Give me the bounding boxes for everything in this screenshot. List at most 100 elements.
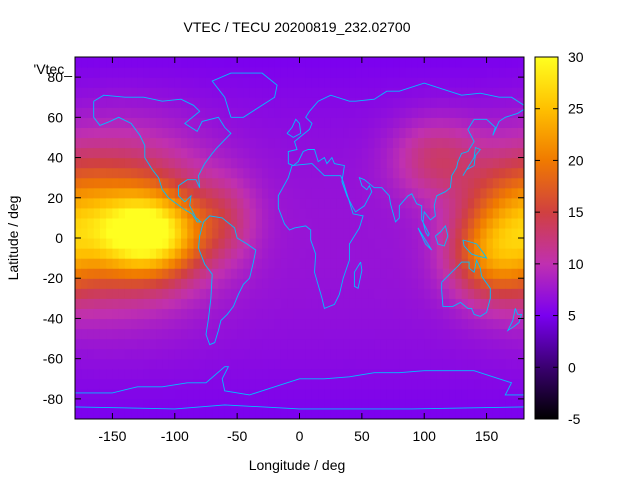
heatmap-cell: [417, 67, 425, 78]
heatmap-cell: [480, 358, 488, 370]
heatmap-cell: [499, 328, 506, 340]
heatmap-cell: [361, 248, 369, 259]
heatmap-cell: [212, 288, 220, 299]
heatmap-cell: [156, 258, 163, 269]
heatmap-cell: [424, 87, 432, 98]
heatmap-cell: [199, 288, 207, 299]
heatmap-cell: [355, 77, 363, 88]
heatmap-cell: [461, 328, 469, 340]
heatmap-cell: [137, 318, 145, 330]
heatmap-cell: [486, 207, 494, 219]
heatmap-cell: [436, 328, 444, 340]
heatmap-cell: [299, 127, 307, 139]
heatmap-cell: [106, 227, 114, 239]
heatmap-cell: [255, 67, 263, 78]
heatmap-cell: [280, 87, 288, 98]
heatmap-cell: [205, 278, 213, 289]
heatmap-cell: [324, 378, 332, 390]
heatmap-cell: [311, 87, 319, 98]
heatmap-cell: [181, 338, 188, 350]
heatmap-cell: [324, 258, 332, 269]
heatmap-cell: [205, 97, 213, 108]
heatmap-cell: [505, 67, 513, 78]
heatmap-cell: [137, 368, 145, 380]
heatmap-cell: [324, 117, 332, 128]
heatmap-cell: [449, 408, 457, 419]
heatmap-cell: [355, 288, 363, 299]
heatmap-cell: [143, 167, 151, 179]
heatmap-cell: [199, 248, 207, 259]
heatmap-cell: [212, 167, 220, 179]
heatmap-cell: [324, 368, 332, 380]
heatmap-cell: [149, 278, 157, 289]
heatmap-cell: [455, 368, 463, 380]
heatmap-cell: [118, 328, 126, 340]
heatmap-cell: [99, 388, 107, 400]
heatmap-cell: [480, 268, 488, 279]
heatmap-cell: [243, 207, 251, 219]
heatmap-cell: [124, 338, 132, 350]
heatmap-cell: [436, 67, 444, 78]
coastline: [198, 215, 257, 346]
heatmap-cell: [218, 348, 226, 360]
heatmap-cell: [87, 67, 95, 78]
heatmap-cell: [455, 408, 463, 419]
heatmap-cell: [131, 207, 138, 219]
heatmap-cell: [499, 278, 506, 289]
heatmap-cell: [99, 217, 107, 229]
heatmap-cell: [255, 368, 263, 380]
heatmap-cell: [330, 368, 338, 380]
heatmap-cell: [124, 227, 132, 239]
heatmap-cell: [149, 197, 157, 209]
heatmap-cell: [368, 117, 375, 128]
heatmap-cell: [262, 217, 269, 229]
heatmap-cell: [455, 77, 463, 88]
heatmap-cell: [511, 248, 519, 259]
heatmap-cell: [436, 197, 444, 209]
heatmap-cell: [187, 358, 195, 370]
heatmap-cell: [205, 107, 213, 118]
heatmap-cell: [343, 378, 350, 390]
heatmap-cell: [106, 238, 114, 249]
heatmap-cell: [343, 358, 350, 370]
heatmap-cell: [411, 107, 419, 118]
heatmap-cell: [386, 57, 394, 68]
heatmap-cell: [274, 227, 282, 239]
heatmap-cell: [224, 378, 232, 390]
heatmap-cell: [249, 207, 257, 219]
heatmap-cell: [93, 77, 101, 88]
heatmap-cell: [87, 57, 95, 68]
heatmap-cell: [330, 87, 338, 98]
heatmap-cell: [262, 348, 269, 360]
heatmap-cell: [230, 147, 238, 159]
heatmap-cell: [199, 87, 207, 98]
heatmap-cell: [480, 187, 488, 199]
heatmap-cell: [193, 207, 201, 219]
heatmap-cell: [230, 87, 238, 98]
heatmap-cell: [343, 137, 350, 149]
heatmap-cell: [386, 368, 394, 380]
heatmap-cell: [218, 318, 226, 330]
heatmap-cell: [131, 408, 138, 419]
heatmap-cell: [449, 308, 457, 320]
heatmap-cell: [380, 127, 388, 139]
heatmap-cell: [280, 147, 288, 159]
heatmap-cell: [118, 398, 126, 410]
heatmap-cell: [87, 388, 95, 400]
heatmap-cell: [318, 348, 326, 360]
heatmap-cell: [268, 147, 276, 159]
heatmap-cell: [374, 207, 382, 219]
heatmap-cell: [93, 398, 101, 410]
heatmap-cell: [112, 187, 120, 199]
heatmap-cell: [324, 87, 332, 98]
heatmap-cell: [137, 67, 145, 78]
heatmap-cell: [268, 248, 276, 259]
heatmap-cell: [274, 157, 282, 169]
heatmap-cell: [249, 398, 257, 410]
heatmap-cell: [99, 408, 107, 419]
heatmap-cell: [268, 97, 276, 108]
heatmap-cell: [199, 77, 207, 88]
heatmap-cell: [361, 258, 369, 269]
heatmap-cell: [305, 217, 313, 229]
